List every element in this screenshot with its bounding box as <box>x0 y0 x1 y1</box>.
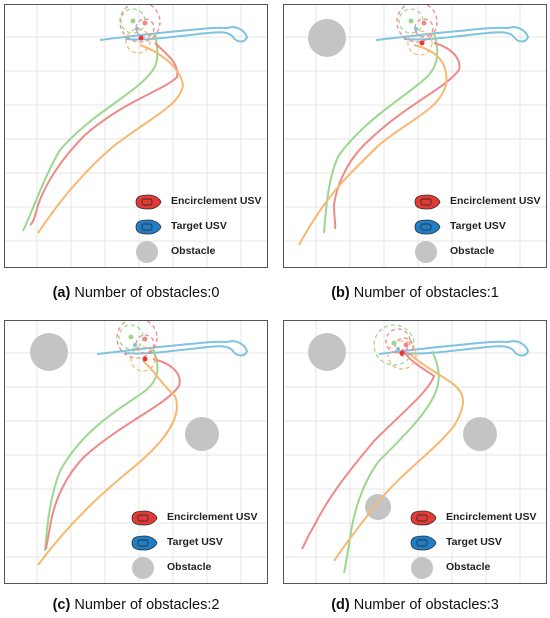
orange-usv-path <box>37 360 178 566</box>
legend-obstacle-label: Obstacle <box>450 245 495 257</box>
target-usv-path <box>375 26 530 43</box>
trajectory-plot-d <box>284 321 546 583</box>
legend-obstacle-label: Obstacle <box>446 561 491 573</box>
obstacle-icon <box>132 557 154 579</box>
legend-encirclement-row: Encirclement USV <box>133 191 267 213</box>
legend-target-label: Target USV <box>450 220 506 232</box>
encirclement-rings <box>373 324 417 370</box>
legend-obstacle-row: Obstacle <box>412 241 546 263</box>
panel-a: Encirclement USV Target USV Obstacle <box>4 4 268 268</box>
legend-obstacle-row: Obstacle <box>408 557 546 579</box>
legend-target-label: Target USV <box>167 536 223 548</box>
caption-b-letter: (b) <box>331 285 350 301</box>
legend-encirclement-label: Encirclement USV <box>171 195 262 207</box>
legend-obstacle-row: Obstacle <box>133 241 267 263</box>
legend-encirclement-row: Encirclement USV <box>412 191 546 213</box>
red-usv-path <box>332 42 461 230</box>
legend-obstacle-row: Obstacle <box>129 557 267 579</box>
target-usv-path <box>99 26 249 43</box>
legend-encirclement-label: Encirclement USV <box>446 511 537 523</box>
panel-b: Encirclement USV Target USV Obstacle <box>283 4 547 268</box>
red-usv-path <box>301 348 436 550</box>
obstacle-icon <box>415 241 437 263</box>
target-usv-path <box>378 340 530 357</box>
encirclement-usv-icon <box>410 510 437 526</box>
caption-d-text: Number of obstacles:3 <box>353 597 499 613</box>
legend-encirclement-label: Encirclement USV <box>450 195 541 207</box>
legend-obstacle-label: Obstacle <box>167 561 212 573</box>
obstacle-2 <box>463 417 497 451</box>
target-usv-icon <box>414 219 441 235</box>
legend-target-label: Target USV <box>446 536 502 548</box>
orange-usv-path <box>37 44 185 234</box>
obstacle-2 <box>185 417 219 451</box>
green-usv-path <box>22 32 159 232</box>
orange-usv-path <box>298 44 448 246</box>
green-usv-path <box>44 348 159 552</box>
usv-markers <box>128 334 148 362</box>
caption-c: (c) Number of obstacles:2 <box>4 597 268 613</box>
obstacle-icon <box>411 557 433 579</box>
panel-d: Encirclement USV Target USV Obstacle <box>283 320 547 584</box>
target-usv-icon <box>131 535 158 551</box>
encirclement-usv-icon <box>131 510 158 526</box>
panel-c: Encirclement USV Target USV Obstacle <box>4 320 268 584</box>
legend-encirclement-row: Encirclement USV <box>408 507 546 529</box>
trajectory-plot-a <box>5 5 267 267</box>
obstacle-1 <box>308 19 346 57</box>
obstacle-icon <box>136 241 158 263</box>
legend-target-row: Target USV <box>412 216 546 238</box>
legend-encirclement-label: Encirclement USV <box>167 511 258 523</box>
trajectory-plot-b <box>284 5 546 267</box>
caption-c-text: Number of obstacles:2 <box>74 597 220 613</box>
encirclement-usv-icon <box>135 194 162 210</box>
caption-a-text: Number of obstacles:0 <box>74 285 220 301</box>
obstacle-3 <box>365 494 391 520</box>
usv-markers <box>391 340 409 356</box>
red-usv-path <box>45 358 181 550</box>
caption-b-text: Number of obstacles:1 <box>353 285 499 301</box>
green-usv-path <box>323 32 439 234</box>
caption-a: (a) Number of obstacles:0 <box>4 285 268 301</box>
legend-target-row: Target USV <box>408 532 546 554</box>
trajectory-plot-c <box>5 321 267 583</box>
obstacle-1 <box>30 333 68 371</box>
caption-b: (b) Number of obstacles:1 <box>283 285 547 301</box>
orange-usv-path <box>333 352 464 562</box>
caption-c-letter: (c) <box>52 597 71 613</box>
caption-d: (d) Number of obstacles:3 <box>283 597 547 613</box>
caption-a-letter: (a) <box>52 285 71 301</box>
obstacle-1 <box>308 333 346 371</box>
caption-d-letter: (d) <box>331 597 350 613</box>
legend-encirclement-row: Encirclement USV <box>129 507 267 529</box>
target-usv-path <box>96 340 249 357</box>
target-usv-icon <box>410 535 437 551</box>
legend-target-label: Target USV <box>171 220 227 232</box>
encirclement-usv-icon <box>414 194 441 210</box>
target-usv-icon <box>135 219 162 235</box>
usv-markers <box>408 18 427 46</box>
usv-markers <box>130 18 148 41</box>
legend-target-row: Target USV <box>133 216 267 238</box>
encirclement-rings <box>116 321 158 372</box>
legend-obstacle-label: Obstacle <box>171 245 216 257</box>
legend-target-row: Target USV <box>129 532 267 554</box>
